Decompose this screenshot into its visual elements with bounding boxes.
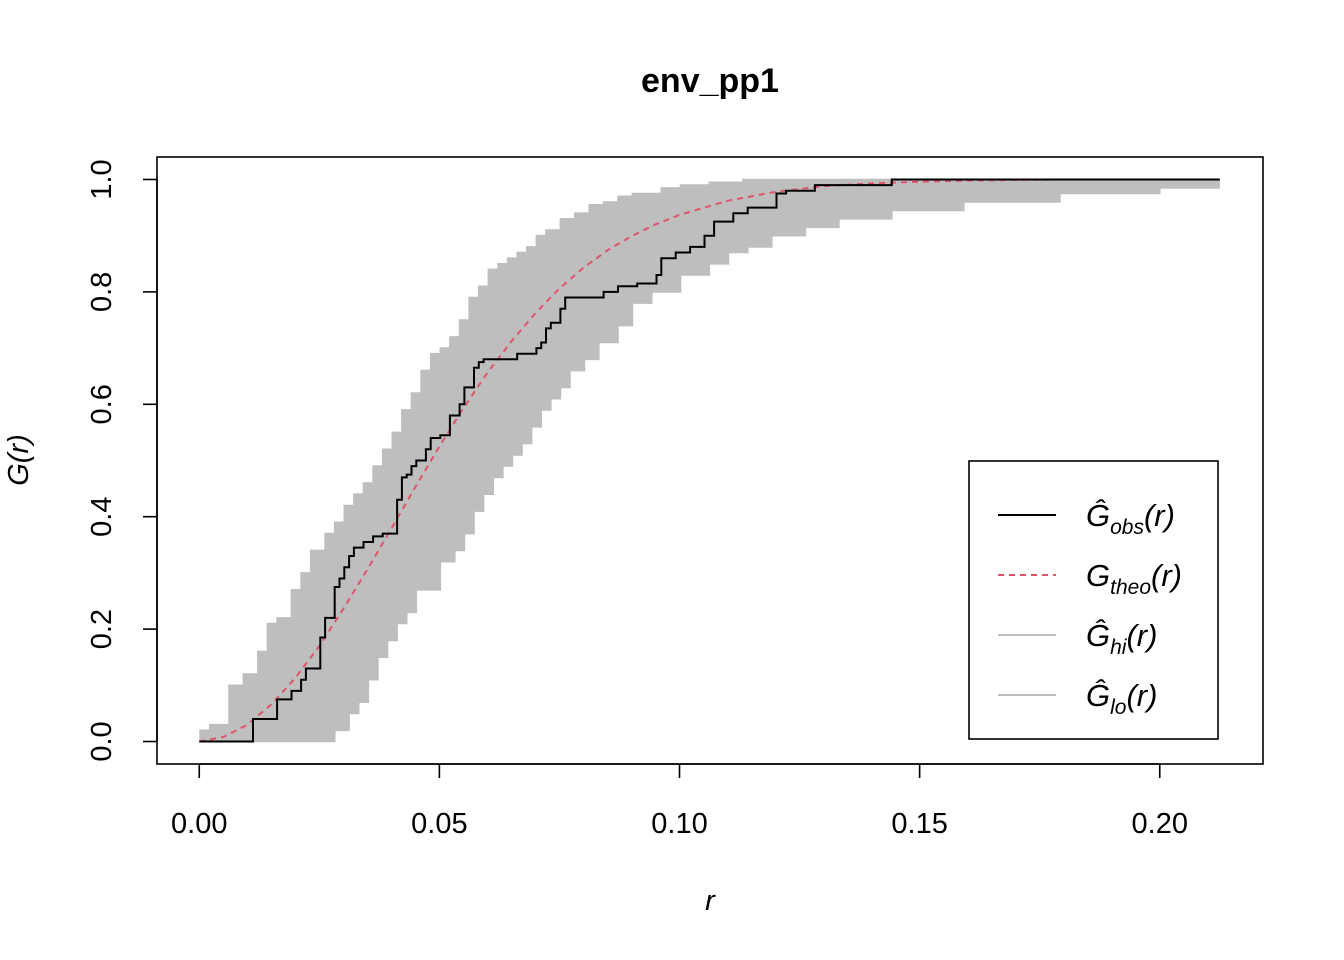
y-tick-label: 1.0 [86,159,118,199]
legend: Ĝobs(r) Gtheo(r) Ĝhi(r) Ĝlo(r) [968,460,1219,740]
y-tick-label: 0.2 [86,609,118,649]
x-tick-label: 0.10 [651,808,707,840]
legend-label-theo: Gtheo(r) [1086,558,1182,599]
series-layer [199,178,1220,743]
x-tick-label: 0.05 [411,808,467,840]
x-axis: 0.00 0.05 0.10 0.15 0.20 [171,763,1188,840]
y-axis-label: G(r) [3,434,35,486]
x-axis-label: r [705,885,716,917]
y-tick-label: 0.0 [86,721,118,761]
y-axis: 0.0 0.2 0.4 0.6 0.8 1.0 [86,159,158,762]
series-line-obs [199,178,1220,743]
y-tick-label: 0.8 [86,272,118,312]
legend-label-lo: Ĝlo(r) [1086,678,1157,719]
series-line-lo [199,187,1220,743]
x-tick-label: 0.00 [171,808,227,840]
x-tick-label: 0.20 [1132,808,1188,840]
legend-label-hi: Ĝhi(r) [1086,618,1157,659]
series-line-theo [199,178,1220,743]
x-tick-label: 0.15 [891,808,947,840]
chart-title: env_pp1 [641,62,779,100]
legend-label-obs: Ĝobs(r) [1086,498,1175,539]
legend-box [968,460,1219,740]
series-line-hi [199,178,1220,732]
y-tick-label: 0.4 [86,497,118,537]
y-tick-label: 0.6 [86,384,118,424]
